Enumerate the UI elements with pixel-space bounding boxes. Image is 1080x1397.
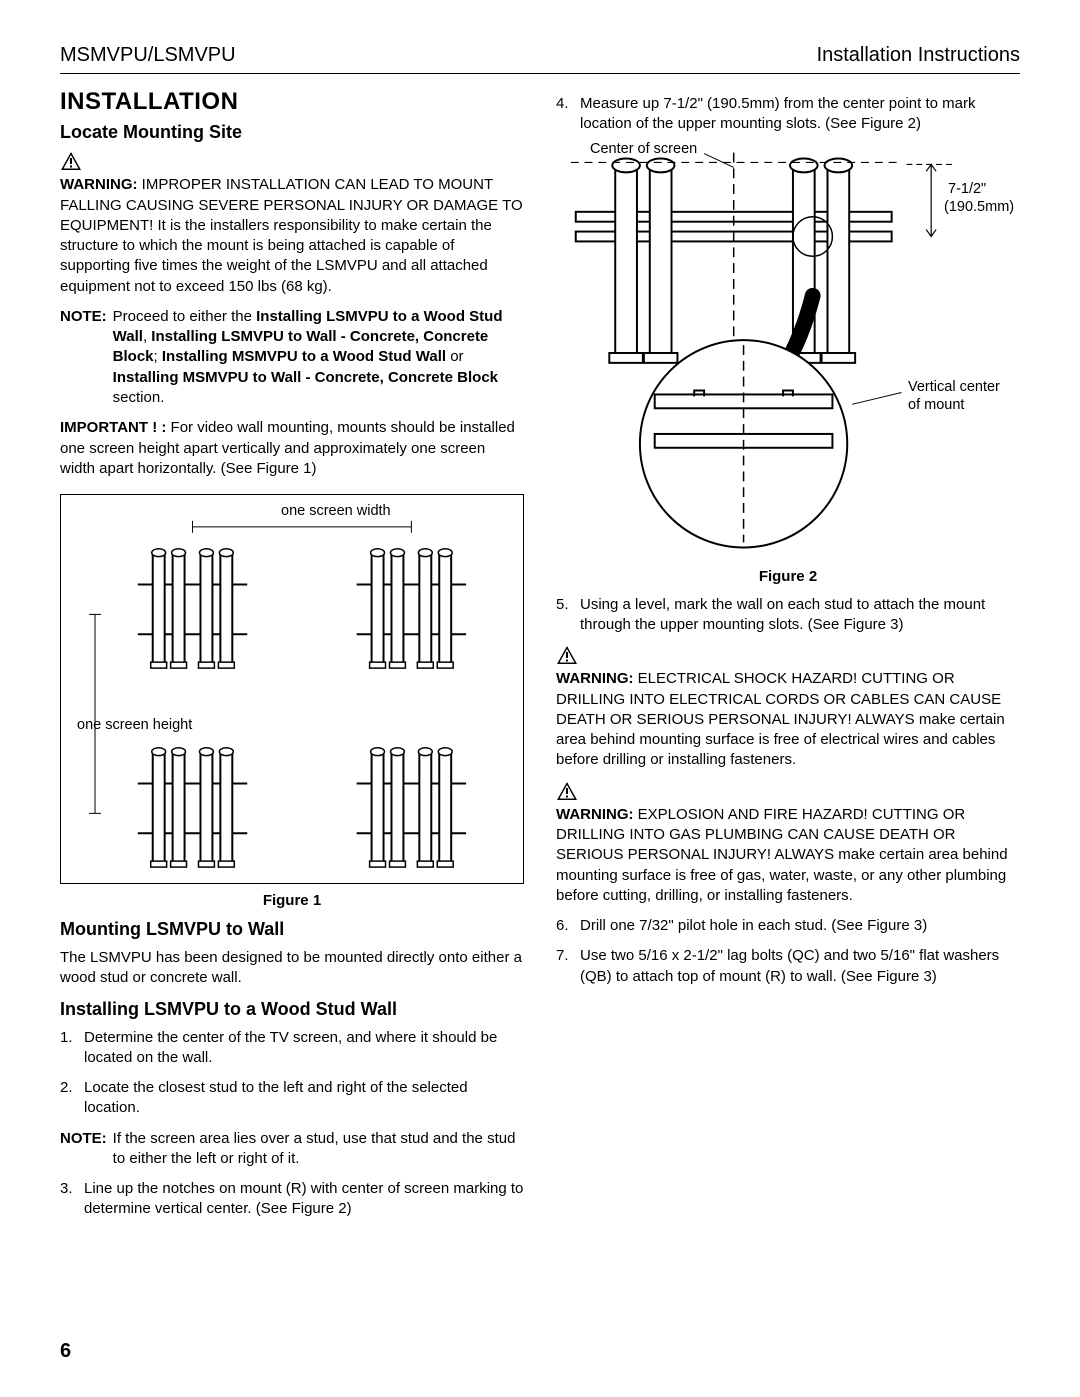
subsection-installing: Installing LSMVPU to a Wood Stud Wall [60, 999, 524, 1020]
note-body: If the screen area lies over a stud, use… [113, 1129, 524, 1170]
figure-2-caption: Figure 2 [556, 568, 1020, 585]
install-step-3: 3.Line up the notches on mount (R) with … [60, 1179, 524, 1220]
fig2-dim-mm: (190.5mm) [944, 199, 1014, 215]
warning-label: WARNING: [556, 670, 634, 687]
warning-improper-install: WARNING: IMPROPER INSTALLATION CAN LEAD … [60, 151, 524, 297]
important-label: IMPORTANT ! : [60, 419, 166, 436]
warning-icon [556, 781, 578, 801]
page-number: 6 [60, 1340, 71, 1363]
note-label: NOTE: [60, 307, 107, 408]
note-stud: NOTE: If the screen area lies over a stu… [60, 1129, 524, 1170]
figure-2: Center of screen 7-1/2" (190.5mm) Vertic… [556, 145, 1020, 560]
fig1-left-label: one screen height [77, 717, 192, 733]
install-step-4: 4.Measure up 7-1/2" (190.5mm) from the c… [556, 94, 1020, 135]
warning-label: WARNING: [556, 806, 634, 823]
fig1-top-label: one screen width [281, 503, 391, 519]
fig2-center-label: Center of screen [590, 141, 697, 157]
header-right: Installation Instructions [817, 44, 1020, 67]
step-5: 5.Using a level, mark the wall on each s… [556, 595, 1020, 636]
warning-icon [60, 151, 82, 171]
subsection-mounting: Mounting LSMVPU to Wall [60, 919, 524, 940]
install-steps-6-7: 6.Drill one 7/32" pilot hole in each stu… [556, 916, 1020, 987]
figure-1-caption: Figure 1 [60, 892, 524, 909]
important-video-wall: IMPORTANT ! : For video wall mounting, m… [60, 418, 524, 480]
step-2: 2.Locate the closest stud to the left an… [60, 1078, 524, 1119]
fig2-vcenter2: of mount [908, 397, 964, 413]
step-7: 7.Use two 5/16 x 2-1/2" lag bolts (QC) a… [556, 946, 1020, 987]
step-3: 3.Line up the notches on mount (R) with … [60, 1179, 524, 1220]
figure-1: one screen width one screen height [60, 494, 524, 884]
step-1: 1.Determine the center of the TV screen,… [60, 1028, 524, 1069]
right-column: 4.Measure up 7-1/2" (190.5mm) from the c… [556, 88, 1020, 1230]
warning-electrical: WARNING: ELECTRICAL SHOCK HAZARD! CUTTIN… [556, 645, 1020, 771]
warning-label: WARNING: [60, 176, 138, 193]
fig2-vcenter1: Vertical center [908, 379, 1000, 395]
note-label: NOTE: [60, 1129, 107, 1170]
note-proceed: NOTE: Proceed to either the Installing L… [60, 307, 524, 408]
step-4: 4.Measure up 7-1/2" (190.5mm) from the c… [556, 94, 1020, 135]
step-6: 6.Drill one 7/32" pilot hole in each stu… [556, 916, 1020, 936]
page-header: MSMVPU/LSMVPU Installation Instructions [60, 44, 1020, 74]
warning-body: IMPROPER INSTALLATION CAN LEAD TO MOUNT … [60, 176, 523, 294]
subsection-locate: Locate Mounting Site [60, 122, 524, 143]
warning-explosion: WARNING: EXPLOSION AND FIRE HAZARD! CUTT… [556, 781, 1020, 907]
warning-icon [556, 645, 578, 665]
install-steps-1-3: 1.Determine the center of the TV screen,… [60, 1028, 524, 1119]
header-left: MSMVPU/LSMVPU [60, 44, 236, 67]
left-column: INSTALLATION Locate Mounting Site WARNIN… [60, 88, 524, 1230]
note-body: Proceed to either the Installing LSMVPU … [113, 307, 524, 408]
section-title: INSTALLATION [60, 88, 524, 116]
fig2-dim-in: 7-1/2" [948, 181, 986, 197]
install-step-5: 5.Using a level, mark the wall on each s… [556, 595, 1020, 636]
mounting-paragraph: The LSMVPU has been designed to be mount… [60, 948, 524, 989]
